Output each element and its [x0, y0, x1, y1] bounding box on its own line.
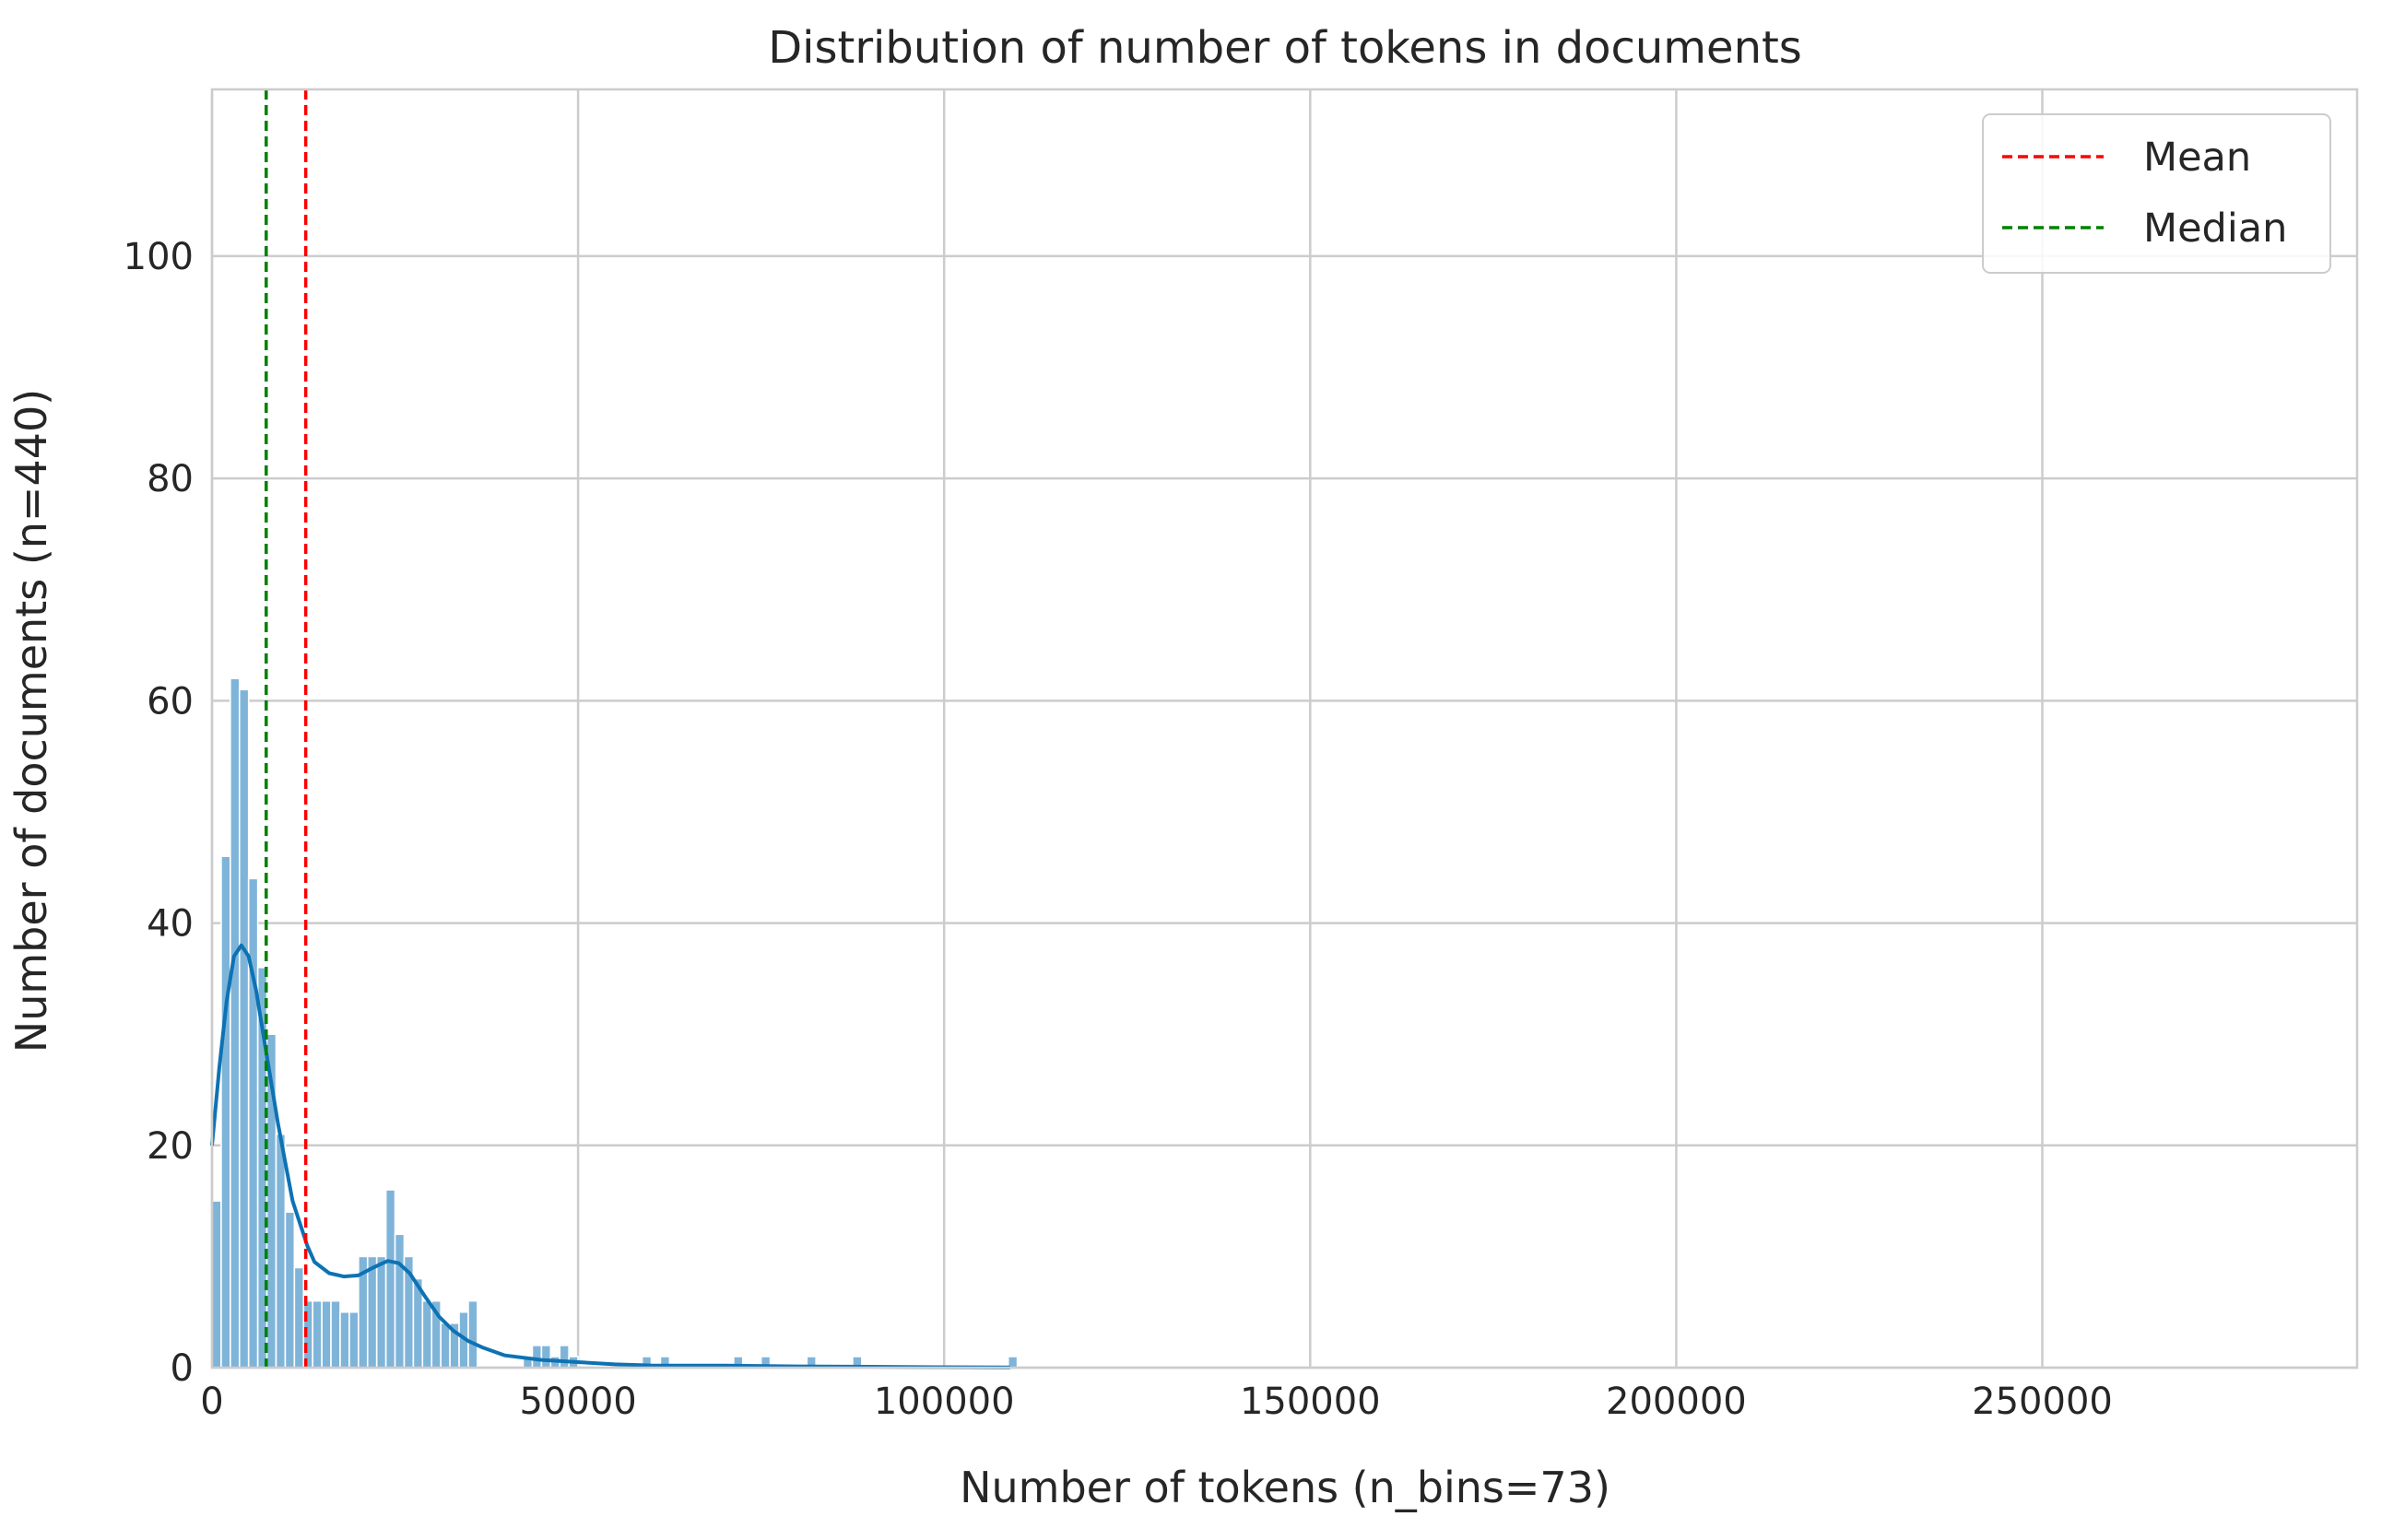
histogram-bar — [384, 1189, 396, 1369]
x-tick-label: 50000 — [519, 1381, 636, 1423]
histogram-bar — [293, 1266, 305, 1369]
y-tick-label: 20 — [147, 1125, 194, 1168]
legend-box — [1982, 113, 2331, 274]
histogram-bar — [275, 1133, 287, 1369]
histogram-bar — [421, 1299, 433, 1369]
x-tick-label: 100000 — [874, 1381, 1015, 1423]
histogram-bar — [312, 1299, 323, 1369]
y-tick-label: 100 — [124, 236, 194, 278]
x-tick-label: 0 — [200, 1381, 223, 1423]
x-tick-label: 250000 — [1972, 1381, 2113, 1423]
histogram-bar — [394, 1233, 406, 1369]
kde-curve-group — [210, 943, 1010, 1370]
histogram-bar — [284, 1211, 296, 1369]
histogram-bar — [330, 1299, 341, 1369]
histogram-bar — [339, 1311, 350, 1369]
histogram-bar — [321, 1299, 332, 1369]
x-tick-label: 150000 — [1240, 1381, 1381, 1423]
histogram-bars — [211, 677, 1019, 1369]
grid-lines — [210, 89, 2357, 1370]
histogram-bar — [440, 1322, 451, 1369]
y-tick-label: 60 — [147, 680, 194, 723]
kde-curve — [210, 943, 1010, 1370]
histogram-bar — [559, 1345, 570, 1369]
x-axis-label: Number of tokens (n_bins=73) — [960, 1463, 1610, 1512]
chart-title: Distribution of number of tokens in docu… — [768, 22, 1802, 74]
histogram-bar — [230, 677, 241, 1369]
legend: Mean Median — [1982, 113, 2331, 274]
histogram-bar — [247, 877, 259, 1369]
reference-lines — [265, 89, 308, 1368]
y-tick-label: 80 — [147, 458, 194, 500]
y-tick-label: 40 — [147, 903, 194, 946]
legend-label: Median — [2143, 206, 2287, 252]
y-tick-labels: 0 20 40 60 80 100 — [124, 236, 194, 1390]
legend-label: Mean — [2143, 135, 2251, 181]
y-tick-label: 0 — [171, 1347, 194, 1390]
histogram-bar — [467, 1299, 478, 1369]
x-tick-label: 200000 — [1606, 1381, 1747, 1423]
histogram-bar — [348, 1311, 360, 1369]
histogram-bar — [238, 688, 250, 1369]
histogram-bar — [375, 1255, 387, 1369]
histogram-bar — [366, 1255, 378, 1369]
histogram-bar — [540, 1345, 552, 1369]
x-tick-labels: 0 50000 100000 150000 200000 250000 — [200, 1381, 2113, 1423]
y-axis-label: Number of documents (n=440) — [6, 389, 56, 1052]
histogram-bar — [220, 855, 231, 1369]
plot-frame — [210, 88, 2359, 1370]
histogram-bar — [531, 1345, 543, 1369]
histogram-bar — [211, 1200, 222, 1369]
